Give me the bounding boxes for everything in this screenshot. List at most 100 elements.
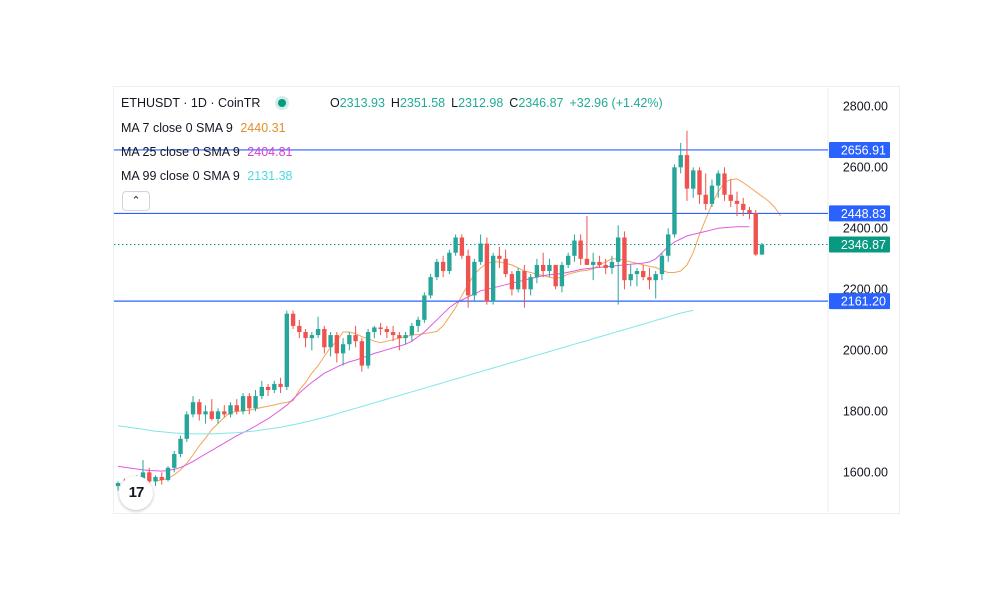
candle-up (315, 328, 321, 336)
low-value: 2312.98 (458, 96, 504, 110)
candle-down (597, 261, 602, 265)
last-price-tag (829, 236, 890, 253)
candle-up (716, 173, 721, 186)
candle-up (653, 274, 658, 281)
candle-up (472, 261, 477, 296)
ma-line-ma25 (117, 226, 750, 472)
candle-down (303, 332, 308, 339)
indicator-ma99-label: MA 99 close 0 SMA 9 (121, 169, 240, 183)
chevron-up-icon[interactable]: ⌃ (122, 191, 150, 211)
candle-up (672, 167, 677, 235)
high-label: H (390, 96, 400, 110)
candle-down (334, 335, 340, 354)
symbol-title[interactable]: ETHUSDT · 1D · CoinTR (121, 96, 261, 110)
candle-down (503, 258, 508, 275)
candle-up (347, 335, 352, 345)
candle-down (509, 274, 515, 290)
y-tick-label: 2800.00 (843, 99, 888, 113)
tradingview-logo[interactable]: 17 (119, 476, 153, 510)
candle-down (728, 194, 733, 201)
candle-up (565, 255, 571, 265)
candle-up (709, 185, 715, 204)
candle-up (140, 472, 146, 479)
level-price-label: 2448.83 (841, 207, 886, 221)
candle-down (459, 237, 465, 256)
candle-up (534, 264, 540, 278)
ma-line-ma7 (155, 178, 782, 482)
candle-down (697, 170, 702, 195)
candle-up (415, 319, 421, 326)
candle-down (384, 328, 390, 333)
y-tick-label: 2600.00 (843, 160, 888, 174)
indicator-ma25-label: MA 25 close 0 SMA 9 (121, 145, 240, 159)
symbol-title-row[interactable]: ETHUSDT · 1D · CoinTR (121, 96, 296, 110)
candle-down (722, 173, 727, 195)
candle-up (215, 411, 221, 419)
indicator-ma7[interactable]: MA 7 close 0 SMA 9 2440.31 (121, 121, 286, 135)
ohlc-values: O2313.93 H2351.58 L2312.98 C2346.87 +32.96 (… (330, 96, 669, 110)
y-tick-label: 2000.00 (843, 343, 888, 357)
candle-down (741, 203, 746, 211)
candle-down (684, 155, 690, 189)
indicator-ma25-value: 2404.81 (247, 145, 293, 159)
chart-panel[interactable] (113, 86, 900, 514)
candle-up (240, 396, 246, 412)
candle-up (284, 313, 290, 387)
candle-down (553, 264, 558, 287)
candle-up (365, 332, 371, 366)
indicator-ma99[interactable]: MA 99 close 0 SMA 9 2131.38 (121, 169, 292, 183)
close-label: C (509, 96, 519, 110)
candle-up (190, 402, 196, 415)
candle-up (590, 261, 596, 265)
candle-up (422, 295, 427, 320)
candle-up (259, 386, 264, 397)
level-price-label: 2161.20 (841, 295, 886, 309)
candle-down (278, 383, 283, 387)
candle-down (322, 328, 327, 348)
candle-up (490, 255, 496, 302)
candle-up (759, 244, 765, 255)
candle-down (584, 258, 590, 265)
candle-down (209, 411, 214, 419)
candle-down (353, 335, 358, 342)
candle-down (222, 411, 227, 415)
candle-up (678, 155, 683, 168)
indicator-ma7-value: 2440.31 (240, 121, 286, 135)
candle-up (628, 274, 633, 281)
candle-up (172, 454, 177, 468)
candle-up (253, 396, 258, 409)
candle-down (159, 476, 164, 480)
candle-down (390, 332, 396, 336)
indicator-ma99-value: 2131.38 (247, 169, 293, 183)
candle-down (497, 255, 502, 259)
candle-up (228, 405, 233, 415)
y-tick-label: 1600.00 (843, 465, 888, 479)
candle-down (440, 261, 446, 272)
candle-down (247, 396, 252, 409)
high-value: 2351.58 (399, 96, 446, 110)
candle-down (647, 277, 652, 281)
candle-down (397, 335, 402, 339)
candle-up (547, 264, 552, 272)
candle-up (178, 438, 183, 455)
candle-up (203, 411, 208, 415)
candle-down (197, 402, 202, 415)
candle-down (378, 327, 383, 329)
candle-down (297, 325, 302, 333)
candle-down (465, 255, 471, 296)
candle-down (747, 210, 752, 214)
level-price-tag (829, 205, 890, 222)
candle-up (165, 467, 171, 480)
level-price-tag (829, 293, 890, 310)
candle-up (515, 271, 521, 290)
candle-up (659, 255, 665, 275)
indicator-ma25[interactable]: MA 25 close 0 SMA 9 2404.81 (121, 145, 292, 159)
candle-up (272, 383, 277, 390)
candle-up (453, 237, 458, 253)
y-tick-label: 2200.00 (843, 282, 888, 296)
candle-up (153, 476, 158, 482)
level-price-tag (829, 141, 890, 158)
candle-up (634, 271, 640, 275)
market-status-icon (278, 99, 287, 108)
